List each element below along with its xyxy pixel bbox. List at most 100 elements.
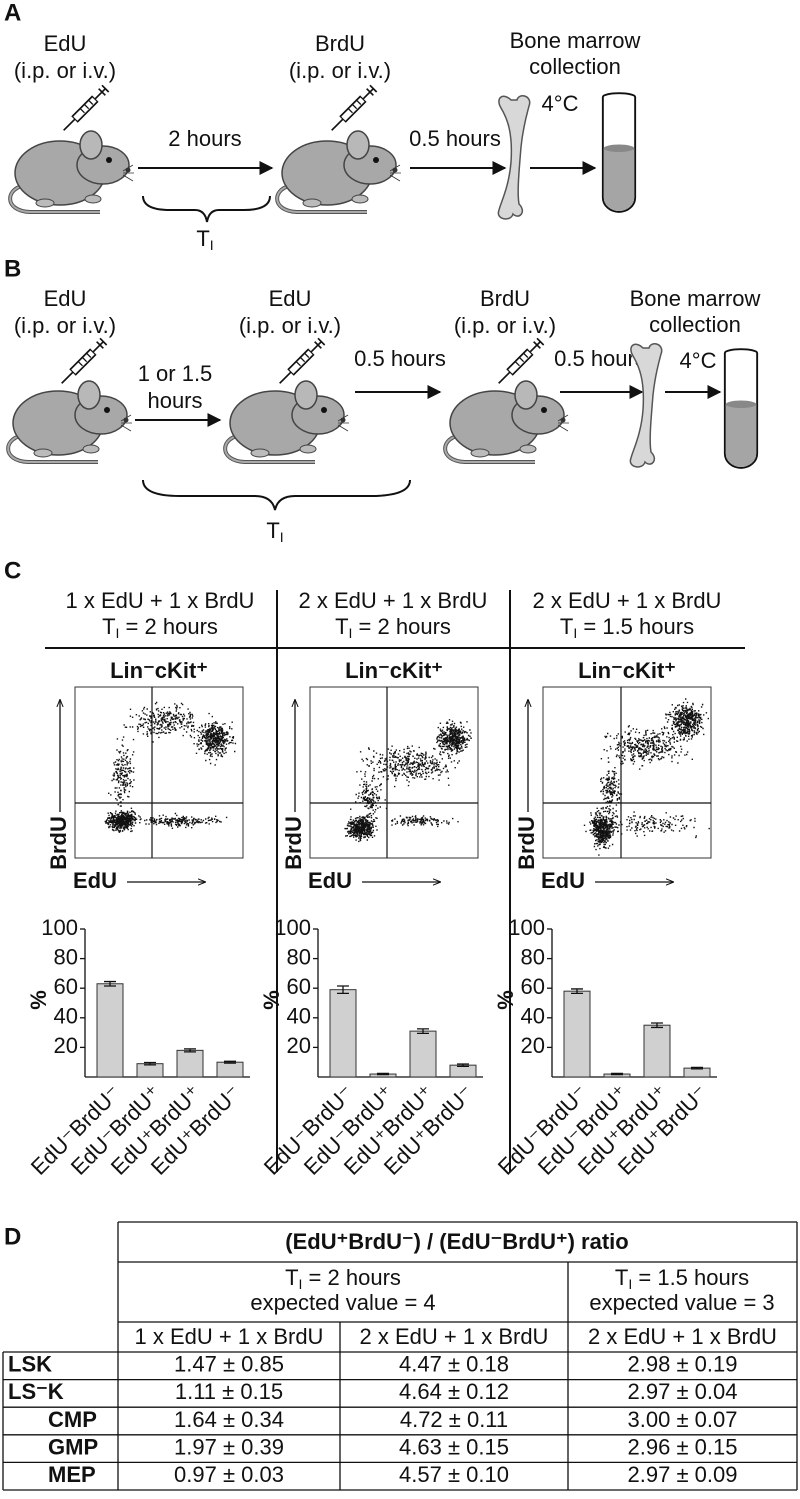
collection: collection [529,54,621,79]
collection: collection [649,312,741,337]
error-bar [417,1028,429,1034]
bar [216,1061,244,1078]
table-cell: 4.57 ± 0.10 [399,1462,509,1487]
row-label: GMP [48,1434,98,1459]
y-axis-label: BrdU [514,816,539,870]
temperature: 4°C [542,91,579,116]
subscript: I [280,529,284,545]
error-bar [611,1072,623,1076]
interval: hours [147,388,202,413]
y-tick-label: 60 [54,974,78,999]
brace [142,479,411,511]
row-label: LSK [8,1352,52,1377]
bar [643,1024,671,1078]
mouse [443,379,570,464]
table-cell: 4.47 ± 0.18 [399,1352,509,1377]
table-cell: 1.97 ± 0.39 [174,1434,284,1459]
table-cell: 2.97 ± 0.09 [628,1462,738,1487]
y-axis-label: BrdU [281,816,306,870]
x-axis-label: EdU [73,868,117,893]
subscript-text: TI = 2 hours [335,614,451,641]
route: (i.p. or i.v.) [239,313,341,338]
panel-label: A [4,0,21,26]
subscript-text: TI = 1.5 hours [615,1265,749,1292]
row-label: CMP [48,1407,97,1432]
table-cell: 1.64 ± 0.34 [174,1407,284,1432]
group-note: expected value = 4 [250,1290,435,1315]
drug: BrdU [315,31,365,56]
y-tick-label: 80 [521,944,545,969]
panel-label: D [4,1223,21,1250]
column-title: 2 x EdU + 1 x BrdU [299,588,488,613]
flow-plot [309,686,479,859]
error-bar [457,1063,469,1067]
gate-label: Lin⁻cKit⁺ [578,658,676,683]
table-cell: 3.00 ± 0.07 [628,1407,738,1432]
collection: Bone marrow [510,28,641,53]
gate-label: Lin⁻cKit⁺ [110,658,208,683]
table-title: (EdU⁺BrdU⁻) / (EdU⁻BrdU⁺) ratio [285,1229,628,1254]
table-cell: 4.72 ± 0.11 [400,1407,508,1432]
y-tick-label: 80 [287,944,311,969]
collection: Bone marrow [630,286,761,311]
flow-dots [344,719,472,843]
x-axis-label: EdU [308,868,352,893]
y-tick-label: 20 [287,1033,311,1058]
column-title: 1 x EdU + 1 x BrdU [66,588,255,613]
y-tick-label: 40 [287,1004,311,1029]
table-cell: 4.63 ± 0.15 [399,1434,509,1459]
table-cell: 1.47 ± 0.85 [174,1352,284,1377]
brace [142,195,271,223]
gate-label: Lin⁻cKit⁺ [345,658,443,683]
column-title: 2 x EdU + 1 x BrdU [533,588,722,613]
error-bar [184,1048,196,1053]
error-bar [691,1066,703,1070]
y-axis-label: % [259,990,284,1010]
y-axis-label: % [493,990,518,1010]
table-cell: 4.64 ± 0.12 [399,1379,509,1404]
rest: = 2 hours [302,1265,400,1290]
subscript: I [573,625,577,641]
error-bar [144,1061,156,1066]
subscript-text: TI = 2 hours [285,1265,401,1292]
t: T [266,518,279,543]
interval: 1 or 1.5 [138,361,213,386]
column-header: 2 x EdU + 1 x BrdU [360,1324,549,1349]
y-axis-label: BrdU [46,816,71,870]
error-bar [651,1022,663,1029]
table-cell: 2.98 ± 0.19 [628,1352,738,1377]
route: (i.p. or i.v.) [14,58,116,83]
y-tick-label: 40 [54,1004,78,1029]
error-bar [337,985,349,995]
y-tick-label: 20 [521,1033,545,1058]
subscript: I [210,237,214,253]
y-tick-label: 100 [274,915,311,940]
drug: EdU [44,286,87,311]
rest: = 2 hours [352,614,450,639]
table-cell: 2.96 ± 0.15 [628,1434,738,1459]
subscript: I [349,625,353,641]
drug: EdU [269,286,312,311]
bar [563,990,591,1078]
interval: 2 hours [168,126,241,151]
rest: = 2 hours [119,614,217,639]
subscript-text: TI = 2 hours [102,614,218,641]
subscript: I [116,625,120,641]
y-tick-label: 20 [54,1033,78,1058]
table-cell: 0.97 ± 0.03 [174,1462,284,1487]
interval: 0.5 hours [354,346,446,371]
mouse [223,379,350,464]
bar [136,1063,164,1078]
bar [176,1049,204,1078]
y-tick-label: 60 [521,974,545,999]
flow-dots [104,701,237,833]
error-bar [104,980,116,987]
row-label: MEP [48,1462,96,1487]
x-axis-label: EdU [541,868,585,893]
flow-plot [542,686,712,859]
subscript: I [628,1276,632,1292]
error-bar [224,1060,236,1064]
drug: BrdU [480,286,530,311]
error-bar [377,1072,389,1076]
